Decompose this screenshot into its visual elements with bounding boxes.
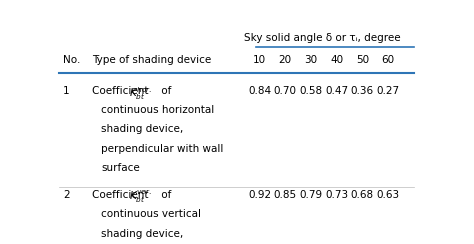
- Text: Coefficient: Coefficient: [92, 86, 152, 96]
- Text: continuous horizontal: continuous horizontal: [101, 105, 215, 115]
- Text: shading device,: shading device,: [101, 124, 184, 134]
- Text: $K_{bt}^{hor.}$: $K_{bt}^{hor.}$: [129, 85, 152, 102]
- Text: Type of shading device: Type of shading device: [92, 55, 211, 65]
- Text: 10: 10: [253, 55, 266, 65]
- Text: shading device,: shading device,: [101, 229, 184, 239]
- Text: continuous vertical: continuous vertical: [101, 209, 201, 219]
- Text: 0.73: 0.73: [325, 190, 348, 200]
- Text: 0.68: 0.68: [351, 190, 374, 200]
- Text: 0.27: 0.27: [376, 86, 400, 96]
- Text: 0.92: 0.92: [248, 190, 271, 200]
- Text: perpendicular with wall: perpendicular with wall: [101, 144, 224, 154]
- Text: 0.36: 0.36: [351, 86, 374, 96]
- Text: Sky solid angle δ or τᵢ, degree: Sky solid angle δ or τᵢ, degree: [244, 33, 400, 43]
- Text: 40: 40: [330, 55, 343, 65]
- Text: of: of: [158, 190, 171, 200]
- Text: No.: No.: [63, 55, 80, 65]
- Text: 50: 50: [356, 55, 369, 65]
- Text: Coefficient: Coefficient: [92, 190, 152, 200]
- Text: 60: 60: [382, 55, 394, 65]
- Text: of: of: [158, 86, 171, 96]
- Text: $K_{bt}^{ver.}$: $K_{bt}^{ver.}$: [129, 189, 152, 205]
- Text: 0.79: 0.79: [299, 190, 322, 200]
- Text: 2: 2: [63, 190, 70, 200]
- Text: surface: surface: [101, 163, 140, 173]
- Text: 0.85: 0.85: [273, 190, 297, 200]
- Text: 0.58: 0.58: [299, 86, 322, 96]
- Text: 0.70: 0.70: [273, 86, 297, 96]
- Text: 0.63: 0.63: [376, 190, 400, 200]
- Text: 20: 20: [279, 55, 292, 65]
- Text: 0.84: 0.84: [248, 86, 271, 96]
- Text: 0.47: 0.47: [325, 86, 348, 96]
- Text: 30: 30: [304, 55, 318, 65]
- Text: 1: 1: [63, 86, 70, 96]
